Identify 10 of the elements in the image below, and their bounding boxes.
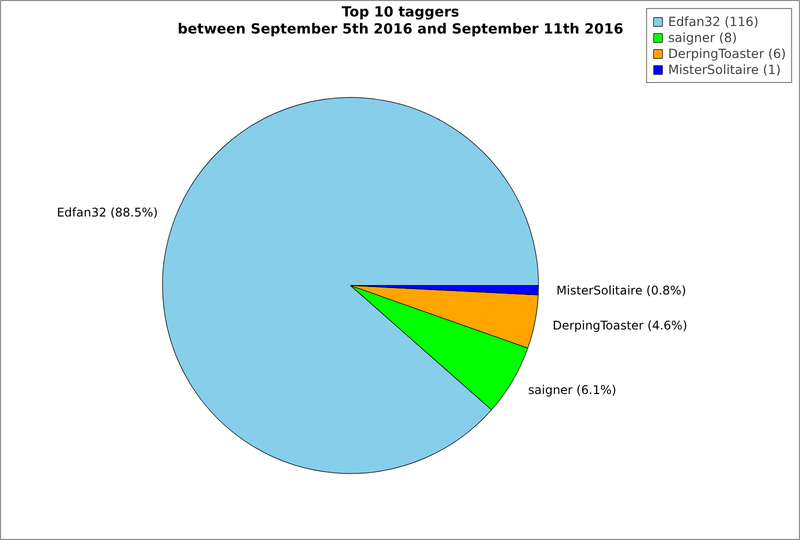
legend-label: Edfan32 (116) bbox=[668, 14, 759, 29]
data-label: MisterSolitaire (0.8%) bbox=[556, 284, 686, 298]
chart-title: Top 10 taggers bbox=[342, 4, 460, 20]
legend-label: saigner (8) bbox=[668, 30, 737, 45]
legend-label: DerpingToaster (6) bbox=[668, 46, 786, 61]
legend-label: MisterSolitaire (1) bbox=[668, 62, 781, 77]
data-label: DerpingToaster (4.6%) bbox=[552, 318, 688, 332]
data-label: Edfan32 (88.5%) bbox=[56, 206, 158, 220]
text: between September 5th 2016 and September 11th 2016 bbox=[178, 22, 624, 38]
data-label: saigner (6.1%) bbox=[528, 382, 616, 397]
